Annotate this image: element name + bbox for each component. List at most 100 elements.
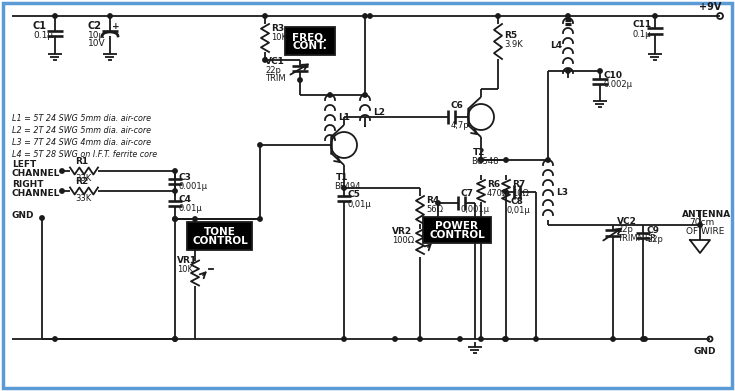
Text: ANTENNA: ANTENNA [682, 210, 731, 219]
Circle shape [503, 337, 507, 341]
Text: L3 = 7T 24 SWG 4mm dia. air-core: L3 = 7T 24 SWG 4mm dia. air-core [12, 138, 151, 147]
Text: 10Ω: 10Ω [512, 189, 529, 198]
Text: 10V: 10V [88, 39, 106, 48]
Text: GND: GND [12, 211, 35, 220]
Text: GND: GND [694, 347, 716, 356]
Text: 33K: 33K [75, 174, 91, 183]
Circle shape [458, 337, 462, 341]
Circle shape [363, 93, 368, 97]
Text: 470Ω: 470Ω [487, 189, 509, 198]
Text: 0.001μ: 0.001μ [179, 182, 208, 191]
Text: 10K: 10K [271, 33, 287, 42]
Circle shape [503, 337, 508, 341]
Text: CONT.: CONT. [293, 41, 327, 51]
Circle shape [653, 14, 657, 18]
Text: 4,7p: 4,7p [451, 121, 470, 130]
Text: 33K: 33K [75, 194, 91, 203]
Text: 56Ω: 56Ω [426, 205, 443, 214]
Circle shape [193, 217, 197, 221]
Circle shape [496, 14, 501, 18]
Text: C6: C6 [451, 101, 464, 110]
Text: T2: T2 [473, 148, 486, 157]
Text: VR1: VR1 [177, 256, 197, 265]
Circle shape [173, 337, 177, 341]
Text: L3: L3 [556, 188, 568, 197]
Text: R2: R2 [75, 177, 88, 186]
Text: LEFT: LEFT [12, 160, 36, 169]
FancyBboxPatch shape [423, 217, 491, 243]
Text: TRIMMER: TRIMMER [617, 234, 656, 243]
Text: 22p: 22p [617, 225, 633, 234]
Text: L2: L2 [373, 108, 385, 117]
Circle shape [598, 69, 602, 73]
Circle shape [328, 93, 332, 97]
Text: R6: R6 [487, 180, 500, 189]
Text: R7: R7 [512, 180, 526, 189]
Circle shape [611, 337, 615, 341]
Text: C8: C8 [511, 197, 524, 206]
Circle shape [641, 337, 645, 341]
Text: C4: C4 [179, 195, 192, 204]
Text: R4: R4 [426, 196, 440, 205]
Circle shape [417, 337, 422, 341]
Text: C3: C3 [179, 173, 192, 182]
Text: CHANNEL: CHANNEL [12, 189, 60, 198]
Circle shape [342, 337, 346, 341]
Circle shape [53, 337, 57, 341]
Text: R3: R3 [271, 24, 284, 33]
Text: OF WIRE: OF WIRE [686, 227, 725, 236]
Text: FREQ.: FREQ. [293, 32, 328, 42]
Text: 0,001μ: 0,001μ [461, 205, 490, 214]
Circle shape [503, 158, 508, 162]
Text: 22p: 22p [647, 235, 663, 244]
Text: 10K: 10K [177, 265, 193, 274]
Circle shape [478, 158, 483, 162]
Circle shape [478, 158, 483, 162]
Circle shape [478, 337, 483, 341]
Text: 0.01μ: 0.01μ [179, 204, 203, 213]
Text: R1: R1 [75, 157, 88, 166]
Circle shape [698, 223, 702, 227]
Text: 10μ: 10μ [88, 31, 105, 40]
Circle shape [173, 169, 177, 173]
Circle shape [566, 69, 570, 73]
Circle shape [173, 337, 177, 341]
Text: +9V: +9V [699, 2, 721, 12]
Circle shape [173, 189, 177, 193]
Text: RIGHT: RIGHT [12, 180, 43, 189]
Text: R5: R5 [504, 31, 517, 40]
Circle shape [258, 143, 262, 147]
FancyBboxPatch shape [285, 27, 335, 55]
Text: C9: C9 [647, 226, 660, 235]
Text: 0,01μ: 0,01μ [348, 200, 372, 209]
Text: 3.9K: 3.9K [504, 40, 523, 49]
Circle shape [60, 189, 64, 193]
Text: L2 = 2T 24 SWG 5mm dia. air-core: L2 = 2T 24 SWG 5mm dia. air-core [12, 126, 151, 135]
Text: C2: C2 [88, 21, 102, 31]
Text: C1: C1 [33, 21, 47, 31]
Text: L4: L4 [550, 41, 562, 50]
Circle shape [363, 14, 368, 18]
Text: 0.1μ: 0.1μ [633, 30, 651, 39]
Text: L1: L1 [338, 113, 350, 122]
Circle shape [643, 337, 648, 341]
Text: CONTROL: CONTROL [429, 230, 485, 240]
Circle shape [546, 158, 551, 162]
Circle shape [40, 216, 44, 220]
Text: 0.1μ: 0.1μ [33, 31, 53, 40]
Circle shape [534, 337, 538, 341]
Text: VC1: VC1 [265, 57, 285, 66]
Text: C5: C5 [348, 190, 361, 199]
Circle shape [263, 14, 268, 18]
Text: 22p: 22p [265, 66, 281, 75]
Text: TONE: TONE [204, 227, 236, 237]
Circle shape [566, 14, 570, 18]
Text: T1: T1 [336, 173, 348, 182]
Circle shape [108, 14, 112, 18]
Circle shape [263, 58, 268, 62]
Text: C7: C7 [461, 189, 474, 198]
Circle shape [60, 169, 64, 173]
Circle shape [392, 337, 397, 341]
Text: CHANNEL: CHANNEL [12, 169, 60, 178]
Text: CONTROL: CONTROL [192, 236, 248, 246]
